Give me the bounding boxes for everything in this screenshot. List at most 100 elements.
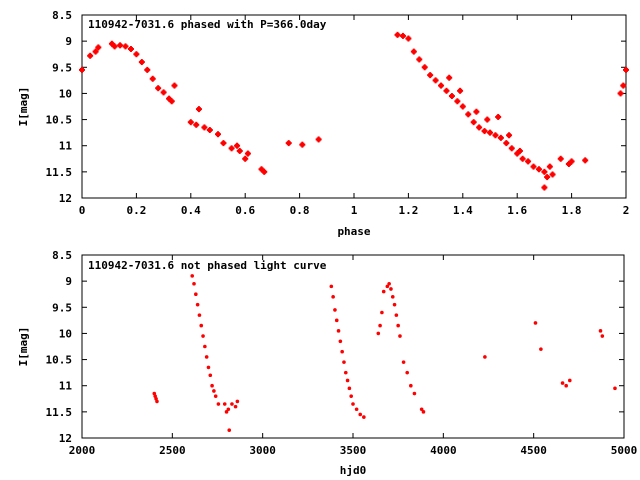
data-point — [544, 174, 551, 181]
data-point — [95, 44, 102, 51]
data-point — [405, 35, 412, 42]
data-point — [127, 45, 134, 52]
y-axis-label: I[mag] — [17, 87, 30, 127]
data-point — [617, 90, 624, 97]
data-point — [401, 360, 406, 364]
data-point — [392, 302, 397, 307]
data-point — [503, 140, 510, 147]
data-point — [192, 281, 196, 286]
y-tick-label: 10 — [59, 327, 72, 340]
data-point — [233, 404, 238, 409]
data-point — [213, 394, 218, 398]
data-point — [340, 349, 344, 354]
x-tick-label: 1.2 — [398, 204, 418, 217]
data-point — [549, 171, 556, 178]
y-tick-label: 9 — [65, 275, 72, 288]
chart-panel-1: 0 0.2 0.4 0.6 0.8 1 1.2 1.4 1.6 1.8 2 8.5 9 9.5 10 10.5… — [17, 9, 629, 238]
data-point — [171, 82, 178, 89]
data-point — [454, 98, 461, 105]
data-point — [349, 394, 353, 398]
y-tick-label: 12 — [59, 192, 72, 205]
data-point — [421, 64, 428, 71]
y-tick-label: 11.5 — [46, 406, 73, 419]
data-point — [155, 399, 159, 404]
data-point — [315, 136, 322, 143]
data-point — [582, 157, 589, 164]
x-tick-label: 0 — [79, 204, 86, 217]
data-point — [613, 386, 617, 391]
data-point — [244, 150, 251, 157]
data-point — [497, 134, 504, 141]
chart-title: 110942-7031.6 phased with P=366.0day — [88, 18, 327, 31]
data-point — [215, 131, 221, 138]
data-point — [285, 140, 292, 147]
x-tick-label: 1.6 — [507, 204, 527, 217]
data-point — [195, 302, 200, 307]
data-point — [484, 116, 491, 123]
data-point — [234, 142, 241, 149]
chart-panel-2: 2000 2500 3000 3500 4000 4500 5000 8.5 9 9.5 10 10.… — [17, 249, 637, 477]
data-point — [541, 184, 548, 191]
data-point — [492, 132, 499, 139]
y-tick-label: 12 — [59, 432, 72, 445]
x-tick-label: 2500 — [159, 444, 186, 457]
data-point — [236, 147, 243, 154]
data-point — [525, 158, 532, 165]
data-point — [376, 331, 381, 336]
x-axis-label: phase — [337, 225, 370, 238]
data-point — [299, 141, 306, 148]
data-point — [212, 389, 216, 393]
data-point — [155, 85, 162, 92]
data-point — [459, 103, 466, 110]
data-point — [138, 59, 145, 66]
y-axis-label: I[mag] — [17, 327, 30, 367]
data-point — [519, 155, 526, 162]
x-tick-label: 2000 — [69, 444, 96, 457]
data-point — [149, 75, 156, 82]
data-point — [204, 355, 209, 359]
y-tick-label: 9.5 — [52, 301, 72, 314]
data-point — [336, 329, 341, 333]
x-axis-label: hjd0 — [340, 464, 367, 477]
data-point — [216, 402, 221, 406]
data-point — [160, 89, 167, 96]
data-point — [87, 52, 94, 59]
x-tick-label: 0.2 — [126, 204, 146, 217]
data-point — [535, 166, 542, 173]
data-point — [261, 168, 268, 175]
data-point — [560, 381, 565, 385]
data-point — [381, 289, 386, 294]
data-point — [79, 66, 85, 73]
data-point — [347, 386, 352, 391]
y-tick-label: 8.5 — [52, 9, 72, 22]
data-point — [405, 370, 410, 375]
data-point — [351, 402, 355, 406]
data-point — [533, 321, 538, 325]
x-tick-label: 3500 — [340, 444, 367, 457]
data-point — [470, 119, 477, 126]
data-point — [227, 428, 232, 432]
y-tick-label: 8.5 — [52, 249, 72, 262]
data-point — [546, 163, 553, 170]
data-point — [342, 360, 346, 364]
data-point — [201, 334, 205, 338]
data-point — [541, 168, 548, 175]
data-point — [195, 106, 202, 113]
data-point — [199, 323, 204, 328]
data-point — [412, 391, 417, 396]
data-point — [557, 155, 564, 162]
data-point — [222, 402, 227, 406]
data-point — [197, 313, 202, 317]
data-point — [193, 121, 200, 128]
x-tick-label: 2 — [623, 204, 630, 217]
data-point — [334, 318, 339, 323]
data-point — [623, 66, 629, 73]
y-tick-label: 11.5 — [46, 166, 73, 179]
data-point — [508, 145, 515, 152]
data-point — [410, 48, 417, 55]
data-point — [432, 77, 439, 84]
data-point — [506, 132, 513, 139]
data-point — [446, 74, 453, 81]
